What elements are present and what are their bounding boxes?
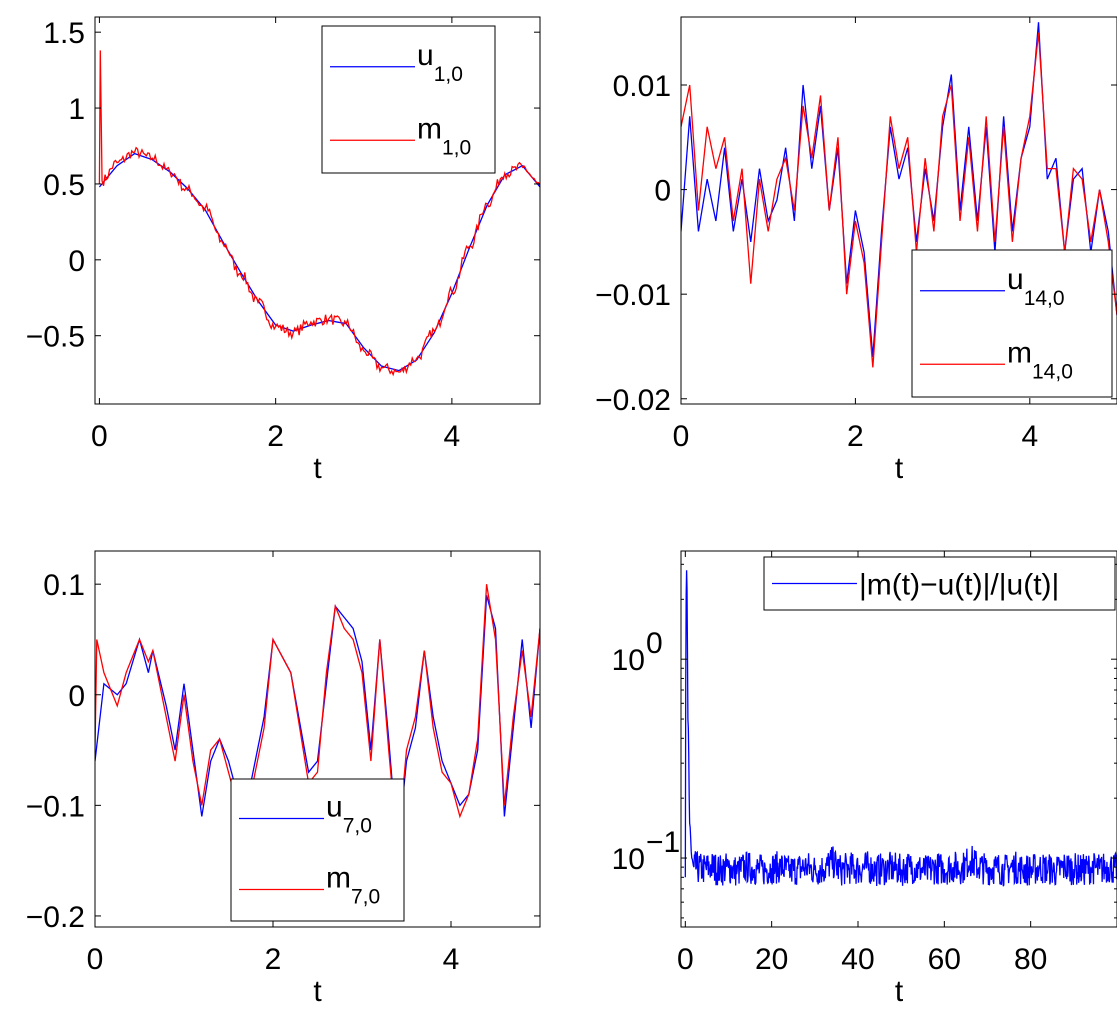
y-tick-label: 0.01	[613, 70, 671, 103]
chart-panel-u1-m1: 0 2 4 −0.5 0 0.5 1 1.5 t u1,0m1,0	[26, 16, 541, 485]
x-tick-label: 0	[673, 420, 690, 453]
x-tick-label: 0	[91, 420, 108, 453]
x-tick-label: 2	[265, 943, 282, 976]
axes-box	[94, 550, 541, 928]
x-tick-label: 80	[1014, 943, 1047, 976]
series-line-m-7-0	[95, 584, 540, 850]
axes-box	[680, 16, 1117, 405]
legend-label-subscript: 7,0	[343, 815, 372, 838]
legend-label-subscript: 1,0	[442, 136, 471, 159]
legend: |m(t)−u(t)|/|u(t)|	[763, 556, 1116, 611]
x-axis-label: t	[895, 975, 904, 1008]
x-axis-label: t	[895, 452, 904, 485]
x-tick-label: 40	[841, 943, 874, 976]
legend-box	[230, 778, 405, 922]
axes-box	[94, 16, 541, 405]
x-tick-label: 4	[444, 420, 461, 453]
series-line-u-1-0	[98, 152, 540, 372]
legend: u1,0m1,0	[321, 25, 496, 174]
axes-box	[680, 550, 1117, 928]
y-tick-exponent: 0	[646, 627, 663, 660]
chart-panel-u7-m7: 0 2 4 −0.2 −0.1 0 0.1 t u7,0m7,0	[26, 550, 541, 1008]
y-tick-label: −0.2	[26, 901, 85, 934]
series-line-m-1-0	[98, 50, 540, 377]
y-tick-label: 1	[68, 93, 85, 126]
y-tick-label: −0.1	[26, 790, 85, 823]
legend: u7,0m7,0	[230, 778, 405, 922]
series-line-m-14-0	[681, 32, 1117, 368]
y-tick-label: −0.5	[26, 321, 85, 354]
x-axis-label: t	[313, 452, 322, 485]
x-tick-label: 2	[267, 420, 284, 453]
y-tick-label: 0	[68, 245, 85, 278]
y-tick-label: 0.5	[43, 169, 85, 202]
x-tick-label: 4	[1021, 420, 1038, 453]
y-tick-label: 10	[612, 843, 645, 876]
y-tick-label: 10	[612, 644, 645, 677]
y-tick-label: 0.1	[43, 569, 85, 602]
y-tick-label: 1.5	[43, 17, 85, 50]
x-tick-label: 0	[87, 943, 104, 976]
x-tick-label: 20	[755, 943, 788, 976]
x-tick-label: 60	[928, 943, 961, 976]
y-tick-label: 0	[68, 680, 85, 713]
series-line-relative-error	[684, 570, 1117, 887]
legend-label-subscript: 1,0	[434, 63, 463, 86]
y-tick-label: 0	[654, 175, 671, 208]
x-axis-label: t	[313, 975, 322, 1008]
y-tick-label: −0.01	[595, 279, 671, 312]
x-tick-label: 2	[847, 420, 864, 453]
legend-label: |m(t)−u(t)|/|u(t)|	[859, 569, 1059, 602]
legend-label-subscript: 14,0	[1032, 360, 1073, 383]
y-tick-exponent: −1	[646, 826, 680, 859]
legend-box	[321, 25, 496, 174]
y-tick-label: −0.02	[595, 384, 671, 417]
x-tick-label: 0	[677, 943, 694, 976]
legend-box	[911, 249, 1113, 398]
legend-label-subscript: 14,0	[1024, 287, 1065, 310]
legend-label-subscript: 7,0	[351, 886, 380, 909]
x-tick-label: 4	[443, 943, 460, 976]
